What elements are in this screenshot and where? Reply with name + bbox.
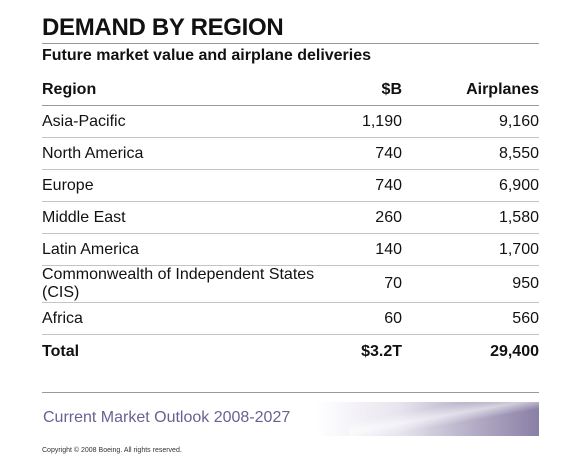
value-cell: 140: [342, 233, 402, 266]
table-row: Middle East 260 1,580: [42, 201, 539, 234]
value-cell: 740: [342, 169, 402, 202]
total-airplanes: 29,400: [490, 343, 539, 360]
footer-swoosh: [349, 402, 539, 436]
value-cell: 70: [342, 265, 402, 303]
table-row: Asia-Pacific 1,190 9,160: [42, 105, 539, 138]
column-header-region: Region: [42, 74, 342, 106]
demand-table: Region $B Airplanes Asia-Pacific 1,190 9…: [42, 74, 539, 369]
airplanes-cell: 560: [402, 302, 539, 335]
table-row: Africa 60 560: [42, 302, 539, 335]
table-row: Europe 740 6,900: [42, 169, 539, 202]
footer-rule: [42, 392, 539, 393]
airplanes-cell: 1,580: [402, 201, 539, 234]
value-cell: 260: [342, 201, 402, 234]
total-row: Total $3.2T 29,400: [42, 335, 539, 370]
footer-band: [42, 402, 539, 436]
column-header-airplanes: Airplanes: [402, 74, 539, 106]
column-header-value: $B: [342, 74, 402, 106]
table-row: Latin America 140 1,700: [42, 233, 539, 266]
table-row: North America 740 8,550: [42, 137, 539, 170]
airplanes-cell: 1,700: [402, 233, 539, 266]
region-cell: North America: [42, 137, 342, 170]
table-row: Commonwealth of Independent States (CIS)…: [42, 265, 539, 303]
page-title: DEMAND BY REGION: [42, 14, 284, 41]
region-cell: Asia-Pacific: [42, 105, 342, 138]
airplanes-cell: 950: [402, 265, 539, 303]
title-rule: [42, 43, 539, 44]
table-header-row: Region $B Airplanes: [42, 74, 539, 106]
value-cell: 740: [342, 137, 402, 170]
region-cell: Europe: [42, 169, 342, 202]
total-label: Total: [42, 343, 80, 360]
airplanes-cell: 8,550: [402, 137, 539, 170]
airplanes-cell: 9,160: [402, 105, 539, 138]
copyright-notice: Copyright © 2008 Boeing. All rights rese…: [42, 447, 182, 454]
region-cell: Latin America: [42, 233, 342, 266]
value-cell: 1,190: [342, 105, 402, 138]
region-cell: Africa: [42, 302, 342, 335]
outlook-title: Current Market Outlook 2008-2027: [43, 409, 291, 426]
region-cell: Middle East: [42, 201, 342, 234]
airplanes-cell: 6,900: [402, 169, 539, 202]
value-cell: 60: [342, 302, 402, 335]
page-subtitle: Future market value and airplane deliver…: [42, 47, 372, 64]
total-value: $3.2T: [361, 343, 402, 360]
region-cell: Commonwealth of Independent States (CIS): [42, 265, 342, 303]
